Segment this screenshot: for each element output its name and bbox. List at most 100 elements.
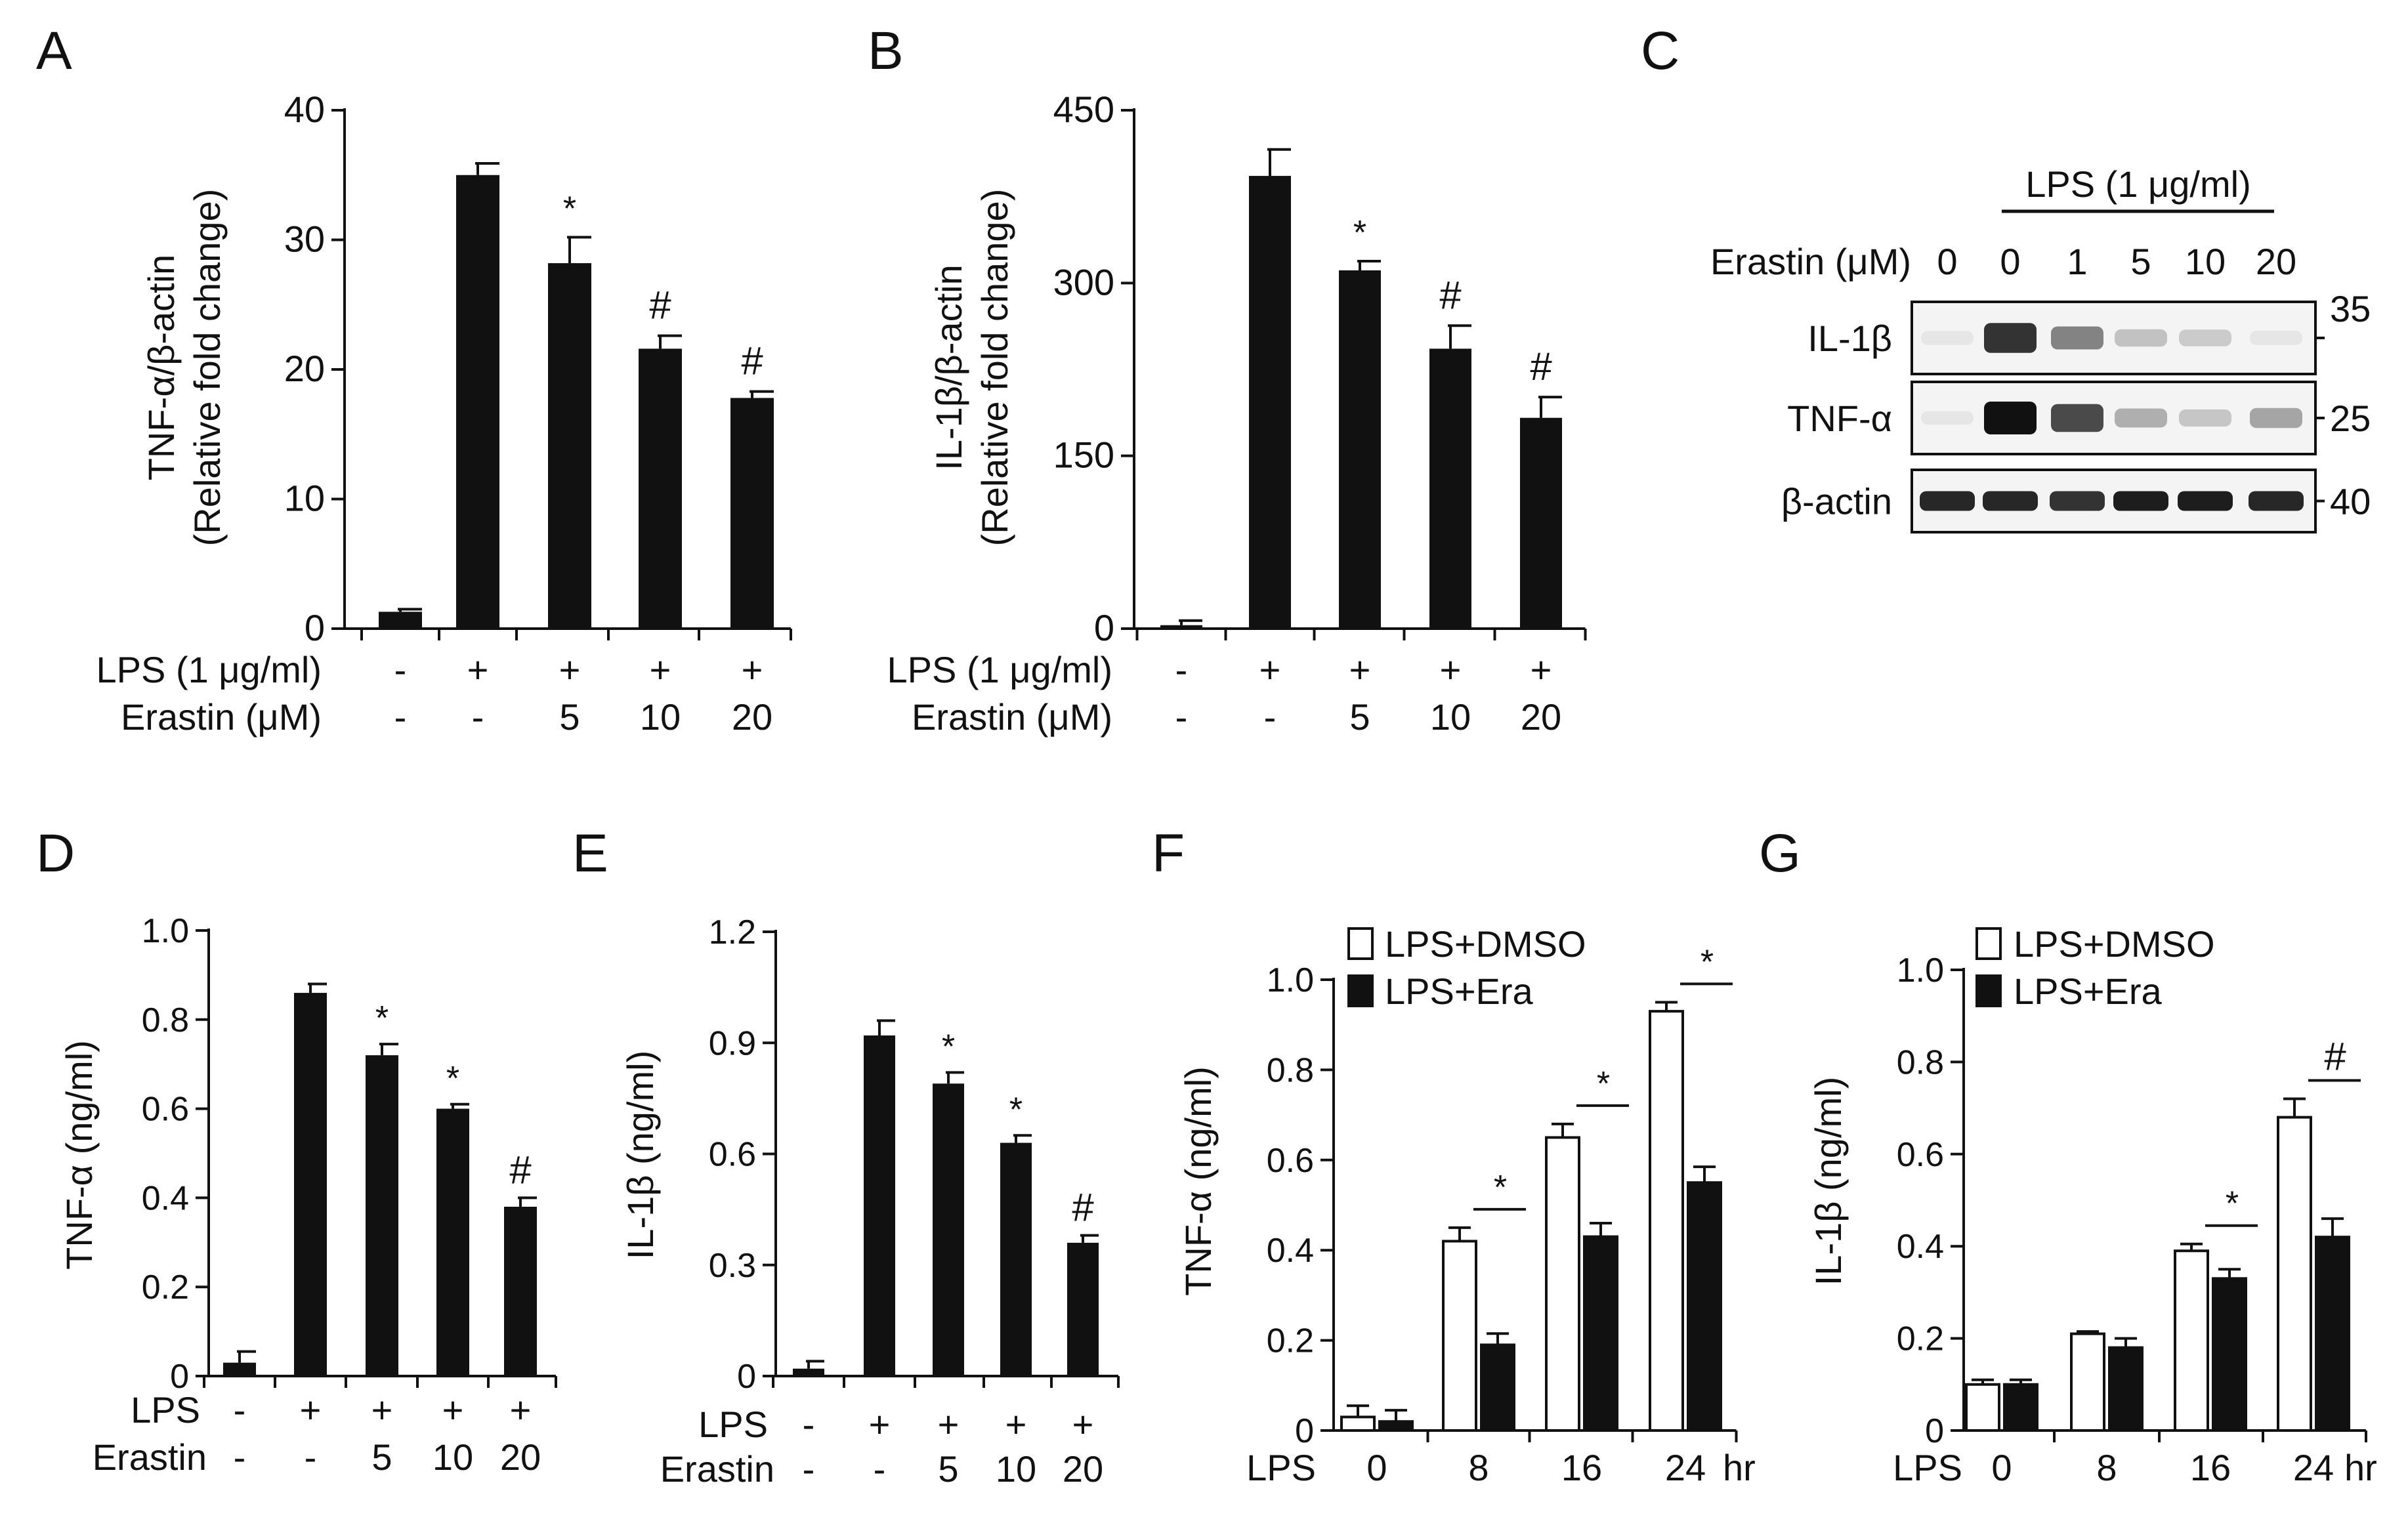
row2-value: 10	[1430, 696, 1471, 738]
y-tick-label: 1.0	[1897, 951, 1944, 990]
y-tick-label: 20	[284, 348, 325, 389]
y-axis-label: IL-1β (ng/ml)	[620, 1051, 661, 1260]
hash-mark: #	[2324, 1035, 2346, 1079]
panel-letter: D	[36, 824, 75, 883]
blot-band	[2179, 409, 2231, 427]
y-tick-label: 40	[284, 89, 325, 130]
row1-label: LPS (1 μg/ml)	[887, 649, 1112, 690]
bar-dmso	[1545, 1136, 1580, 1432]
lane-value: 20	[2256, 241, 2296, 282]
marker-kda: 40	[2330, 481, 2371, 522]
row1-value: +	[1005, 1404, 1027, 1445]
row1-value: -	[394, 649, 407, 690]
significance-star: *	[563, 190, 576, 228]
blot-row-label: TNF-α	[1787, 398, 1892, 439]
row2-value: -	[1264, 696, 1277, 738]
bar-era	[2003, 1383, 2038, 1432]
lane-value: 1	[2067, 241, 2087, 282]
row1-value: +	[300, 1389, 322, 1431]
category-label: 0	[1991, 1447, 2012, 1488]
panel-letter: C	[1641, 21, 1679, 81]
category-label: 24	[1665, 1447, 1706, 1488]
blot-band	[2113, 491, 2168, 511]
row2-value: 10	[640, 696, 681, 738]
row1-value: +	[467, 649, 489, 690]
significance-star: *	[1700, 943, 1714, 981]
bar	[366, 1055, 398, 1376]
row1-value: +	[442, 1389, 464, 1431]
x-axis-label-left: LPS	[1893, 1447, 1962, 1488]
bar	[1429, 348, 1471, 629]
category-label: 0	[1366, 1447, 1387, 1488]
row2-value: 5	[938, 1448, 958, 1490]
blot-band	[1984, 402, 2037, 434]
lane-value: 0	[2000, 241, 2020, 282]
bar	[294, 993, 327, 1376]
significance-star: *	[2226, 1185, 2239, 1223]
bar	[1249, 176, 1291, 629]
legend-label-dmso: LPS+DMSO	[1385, 923, 1586, 965]
bar	[504, 1206, 537, 1376]
y-tick-label: 0	[1925, 1412, 1944, 1450]
y-tick-label: 0.4	[1897, 1228, 1944, 1266]
y-tick-label: 0.8	[142, 1001, 189, 1039]
significance-star: *	[1494, 1169, 1507, 1207]
row1-value: +	[1440, 649, 1462, 690]
bar	[639, 348, 682, 629]
hash-mark: #	[1530, 345, 1552, 388]
panel-c: C LPS (1 μg/ml) Erastin (μM) 0 0 1 5 10 20 IL…	[1641, 21, 2371, 533]
bar-dmso	[1442, 1240, 1477, 1432]
bar	[730, 398, 774, 629]
x-axis-unit: hr	[2344, 1447, 2377, 1488]
bar	[436, 1108, 469, 1376]
y-tick-label: 0.8	[1897, 1043, 1944, 1081]
y-axis-label: TNF-α/β-actin	[140, 255, 182, 481]
row2-label: Erastin	[660, 1448, 774, 1490]
bar	[456, 175, 499, 629]
blot-band	[1921, 331, 1974, 345]
y-tick-label: 150	[1053, 434, 1114, 476]
significance-star: *	[446, 1060, 459, 1098]
bar-dmso	[2277, 1116, 2312, 1432]
y-tick-label: 0	[170, 1358, 189, 1396]
row1-value: -	[803, 1404, 815, 1445]
legend-swatch-dmso	[1347, 927, 1374, 960]
row2-value: 5	[371, 1436, 392, 1478]
panel-e: E IL-1β (ng/ml) LPS Erastin 0 0.3 0.6 0.9 1.…	[572, 824, 1120, 1490]
category-label: 8	[1468, 1447, 1489, 1488]
row1-value: +	[1259, 649, 1281, 690]
row2-label: Erastin (μM)	[912, 696, 1112, 738]
category-label: 24	[2293, 1447, 2334, 1488]
row1-value: -	[1175, 649, 1188, 690]
category-label: 8	[2096, 1447, 2117, 1488]
bar	[223, 1362, 256, 1376]
row1-value: +	[510, 1389, 532, 1431]
blot-band	[1983, 491, 2038, 511]
blot-band	[1921, 411, 1974, 425]
blot-band	[2051, 404, 2103, 432]
blot-header: LPS (1 μg/ml)	[2025, 163, 2250, 205]
row1-value: +	[1349, 649, 1371, 690]
blot-band	[2250, 407, 2302, 428]
bar	[379, 612, 422, 629]
hash-mark: #	[649, 283, 671, 327]
category-label: 16	[1561, 1447, 1602, 1488]
row2-value: -	[803, 1448, 815, 1490]
y-tick-label: 0	[305, 607, 325, 648]
panel-g: G IL-1β (ng/ml) LPS hr LPS+DMSO LPS+Era …	[1759, 824, 2377, 1488]
bar	[1067, 1242, 1099, 1376]
marker-kda: 25	[2330, 398, 2371, 439]
y-axis-label: IL-1β/β-actin	[928, 264, 969, 470]
blot-band	[2115, 329, 2167, 347]
row2-value: 5	[559, 696, 580, 738]
y-axis-label: TNF-α (ng/ml)	[58, 1040, 100, 1270]
legend-swatch-era	[1347, 974, 1374, 1007]
row2-value: -	[234, 1436, 246, 1478]
bar-era	[1583, 1235, 1618, 1432]
hash-mark: #	[1072, 1186, 1094, 1230]
panel-letter: F	[1152, 824, 1185, 883]
y-tick-label: 1.0	[1267, 961, 1314, 999]
bar-era	[2315, 1236, 2350, 1432]
bar-era	[2108, 1346, 2144, 1432]
